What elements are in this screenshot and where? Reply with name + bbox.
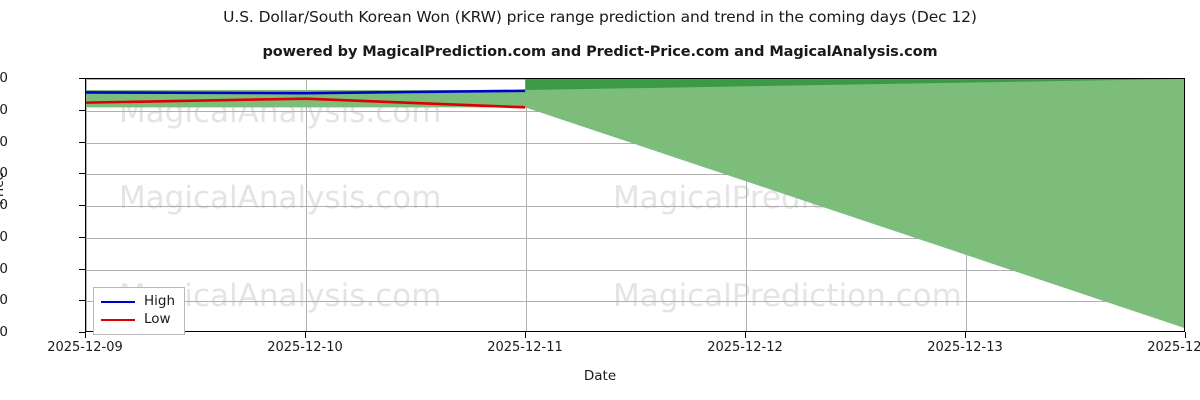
gridline-horizontal (86, 237, 1184, 239)
series-line-layer (86, 79, 1184, 331)
y-axis-tick-label: 1460 (0, 101, 8, 118)
x-axis-tick-mark (525, 332, 527, 338)
chart-title: U.S. Dollar/South Korean Won (KRW) price… (223, 8, 977, 26)
gridline-horizontal (86, 269, 1184, 271)
y-axis-tick-label: 1420 (0, 165, 8, 182)
y-axis-tick-mark (79, 268, 85, 270)
x-axis-tick-mark (305, 332, 307, 338)
x-axis-tick-label: 2025-12-11 (487, 340, 563, 355)
legend-item-high[interactable]: High (101, 293, 175, 311)
y-axis-tick-mark (79, 300, 85, 302)
gridline-vertical (306, 79, 307, 331)
prediction-range-cone (86, 79, 1184, 328)
x-axis-label: Date (583, 368, 617, 384)
y-axis-tick-mark (79, 205, 85, 207)
gridline-vertical (526, 79, 527, 331)
x-axis-tick-label: 2025-12-09 (47, 340, 123, 355)
series-line-low (86, 99, 525, 108)
y-axis-tick-mark (79, 332, 85, 334)
y-axis-tick-mark (79, 78, 85, 80)
gridline-horizontal (86, 174, 1184, 176)
x-axis-tick-mark (745, 332, 747, 338)
legend-label: Low (144, 311, 171, 328)
y-axis-tick-mark (79, 236, 85, 238)
gridline-horizontal (86, 206, 1184, 207)
x-axis-tick-label: 2025-12-14 (1147, 340, 1200, 355)
prediction-band-layer (86, 79, 1184, 328)
gridline-vertical (746, 79, 747, 331)
y-axis-tick-label: 1480 (0, 70, 8, 86)
y-axis-tick-mark (79, 109, 85, 111)
chart-legend[interactable]: High Low (93, 287, 186, 335)
y-axis-tick-label: 1360 (0, 260, 8, 277)
legend-swatch-low (101, 319, 135, 321)
y-axis-tick-label: 1440 (0, 133, 8, 150)
y-axis-tick-label: 1380 (0, 228, 8, 245)
y-axis-tick-mark (79, 141, 85, 143)
y-axis-tick-label: 1400 (0, 197, 8, 213)
chart-subtitle: powered by MagicalPrediction.com and Pre… (262, 44, 938, 60)
x-axis-tick-label: 2025-12-13 (927, 340, 1003, 355)
series-line-high (86, 91, 525, 93)
legend-swatch-high (101, 301, 135, 303)
plot-area: MagicalAnalysis.comMagicalPrediction.com… (85, 78, 1185, 332)
x-axis-tick-mark (965, 332, 967, 338)
x-axis-tick-label: 2025-12-12 (707, 340, 783, 355)
x-axis-tick-label: 2025-12-10 (267, 340, 343, 355)
y-axis-tick-mark (79, 173, 85, 175)
y-axis-tick-label: 1340 (0, 292, 8, 309)
legend-item-low[interactable]: Low (101, 311, 175, 329)
x-axis-tick-mark (85, 332, 87, 338)
x-axis-tick-mark (1185, 332, 1187, 338)
legend-label: High (144, 293, 176, 310)
gridline-vertical (86, 79, 87, 331)
gridline-horizontal (86, 301, 1184, 303)
